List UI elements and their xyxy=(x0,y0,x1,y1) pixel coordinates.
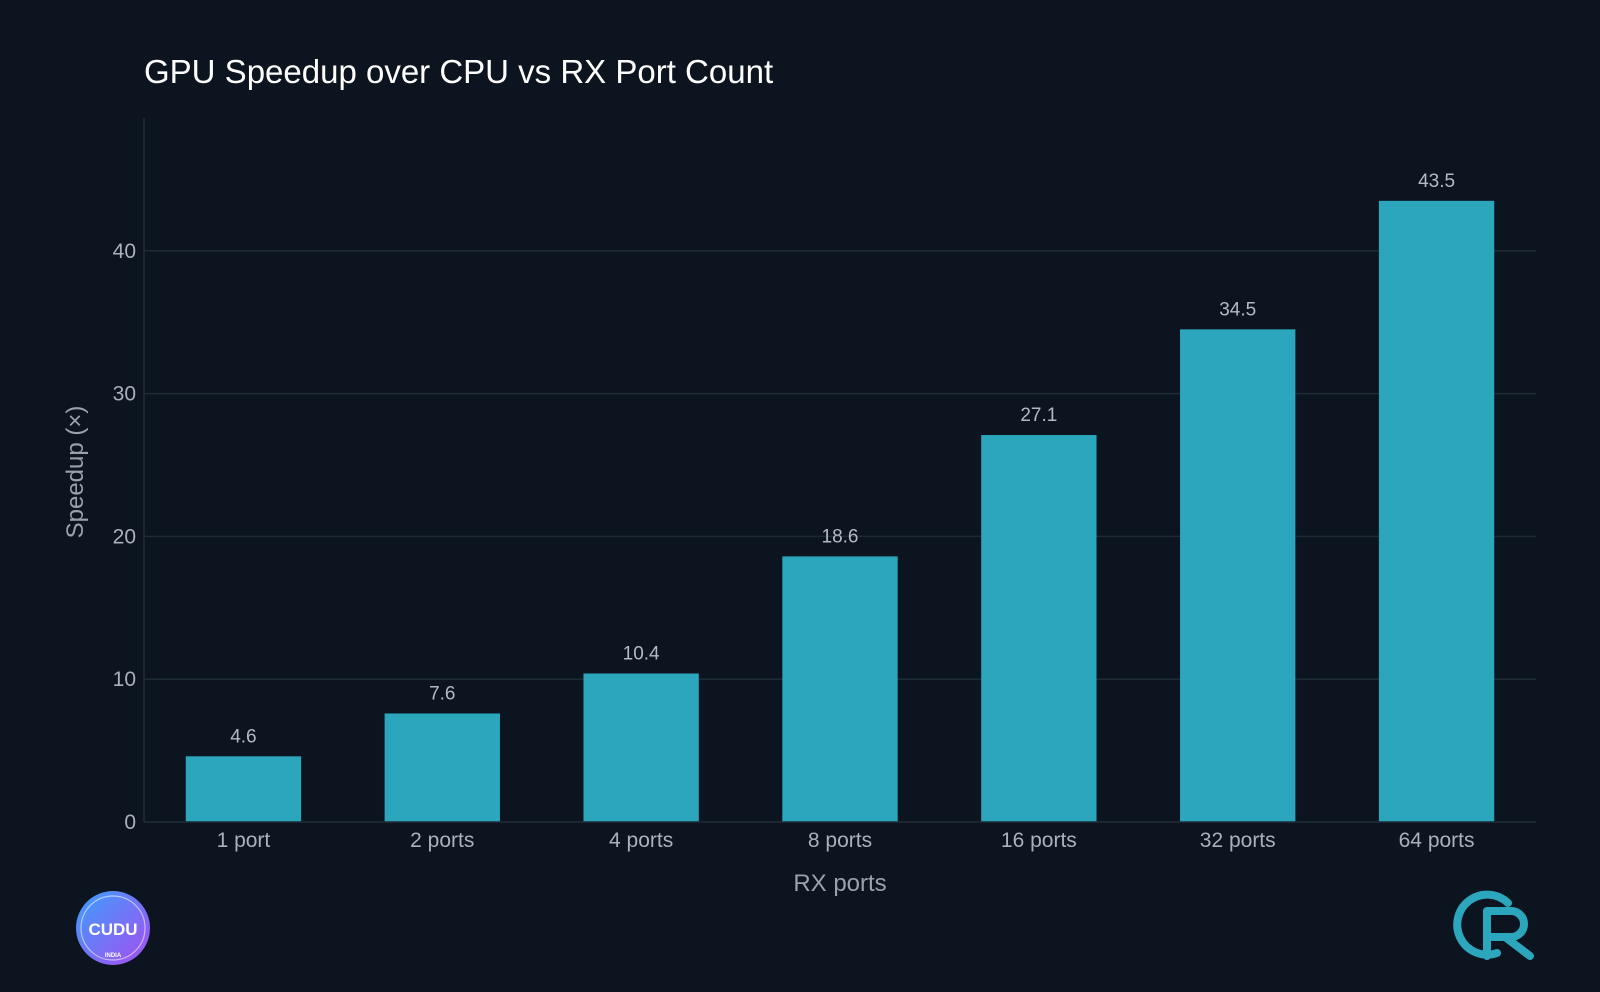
data-label: 4.6 xyxy=(230,726,256,747)
y-tick-label: 40 xyxy=(113,240,136,263)
data-label: 34.5 xyxy=(1219,299,1256,320)
cudu-logo-subtext: INDIA xyxy=(105,953,122,959)
x-tick-label: 2 ports xyxy=(410,829,474,852)
chart-title: GPU Speedup over CPU vs RX Port Count xyxy=(144,53,773,90)
bar xyxy=(981,435,1097,822)
y-tick-label: 30 xyxy=(113,383,136,406)
data-label: 18.6 xyxy=(822,526,859,547)
x-axis: 1 port 2 ports 4 ports 8 ports 16 ports 32 po… xyxy=(144,821,1536,852)
data-label: 43.5 xyxy=(1418,171,1455,192)
bar xyxy=(1378,200,1495,822)
y-tick-label: 20 xyxy=(113,525,136,548)
x-tick-label: 4 ports xyxy=(609,829,673,852)
cudu-logo: CUDU INDIA xyxy=(76,891,150,965)
cudu-logo-badge xyxy=(76,891,150,965)
bars xyxy=(185,200,1495,822)
y-axis: 0 10 20 30 40 xyxy=(113,118,145,834)
bar xyxy=(1180,329,1296,822)
data-label: 27.1 xyxy=(1020,405,1057,426)
bar xyxy=(782,556,898,822)
data-label: 7.6 xyxy=(429,683,455,704)
x-tick-label: 8 ports xyxy=(808,829,872,852)
y-axis-title: Speedup (×) xyxy=(62,406,89,539)
x-tick-label: 1 port xyxy=(217,829,271,852)
data-label: 10.4 xyxy=(623,643,660,664)
data-labels: 4.6 7.6 10.4 18.6 27.1 34.5 43.5 xyxy=(230,171,1455,747)
cudu-logo-text: CUDU xyxy=(88,920,137,939)
bar xyxy=(384,713,500,822)
y-tick-label: 10 xyxy=(113,668,136,691)
x-tick-label: 32 ports xyxy=(1200,829,1276,852)
x-axis-title: RX ports xyxy=(793,870,886,897)
bar xyxy=(185,756,302,822)
r-monogram-icon xyxy=(1453,890,1534,960)
x-tick-label: 64 ports xyxy=(1399,829,1475,852)
y-tick-label: 0 xyxy=(124,811,136,834)
x-tick-label: 16 ports xyxy=(1001,829,1077,852)
bar xyxy=(583,673,699,822)
cudu-logo-ring xyxy=(80,895,146,961)
